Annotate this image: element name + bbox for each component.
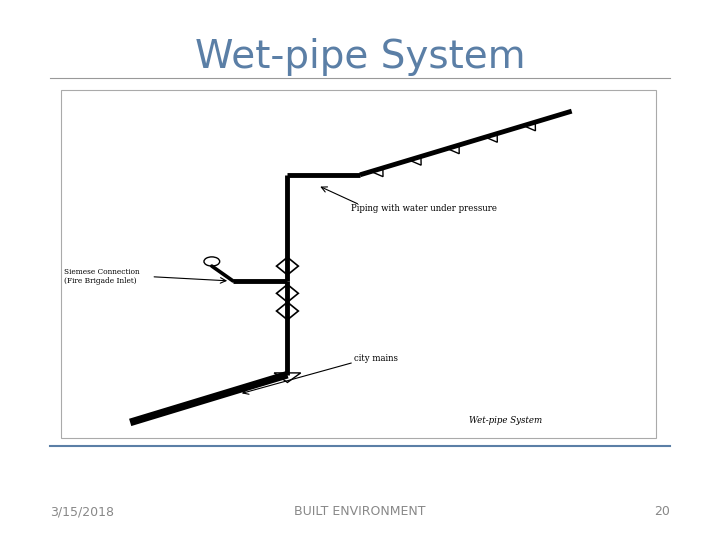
Text: Schematic of wet-pipe sprinkler system: Schematic of wet-pipe sprinkler system (164, 443, 556, 461)
Text: Wet-pipe System: Wet-pipe System (194, 38, 526, 76)
Text: Piping with water under pressure: Piping with water under pressure (351, 204, 497, 213)
Text: Siemese Connection
(Fire Brigade Inlet): Siemese Connection (Fire Brigade Inlet) (63, 268, 139, 285)
Text: 3/15/2018: 3/15/2018 (50, 505, 114, 518)
Text: BUILT ENVIRONMENT: BUILT ENVIRONMENT (294, 505, 426, 518)
Text: Wet-pipe System: Wet-pipe System (469, 416, 542, 425)
Text: 20: 20 (654, 505, 670, 518)
Text: city mains: city mains (354, 354, 398, 363)
